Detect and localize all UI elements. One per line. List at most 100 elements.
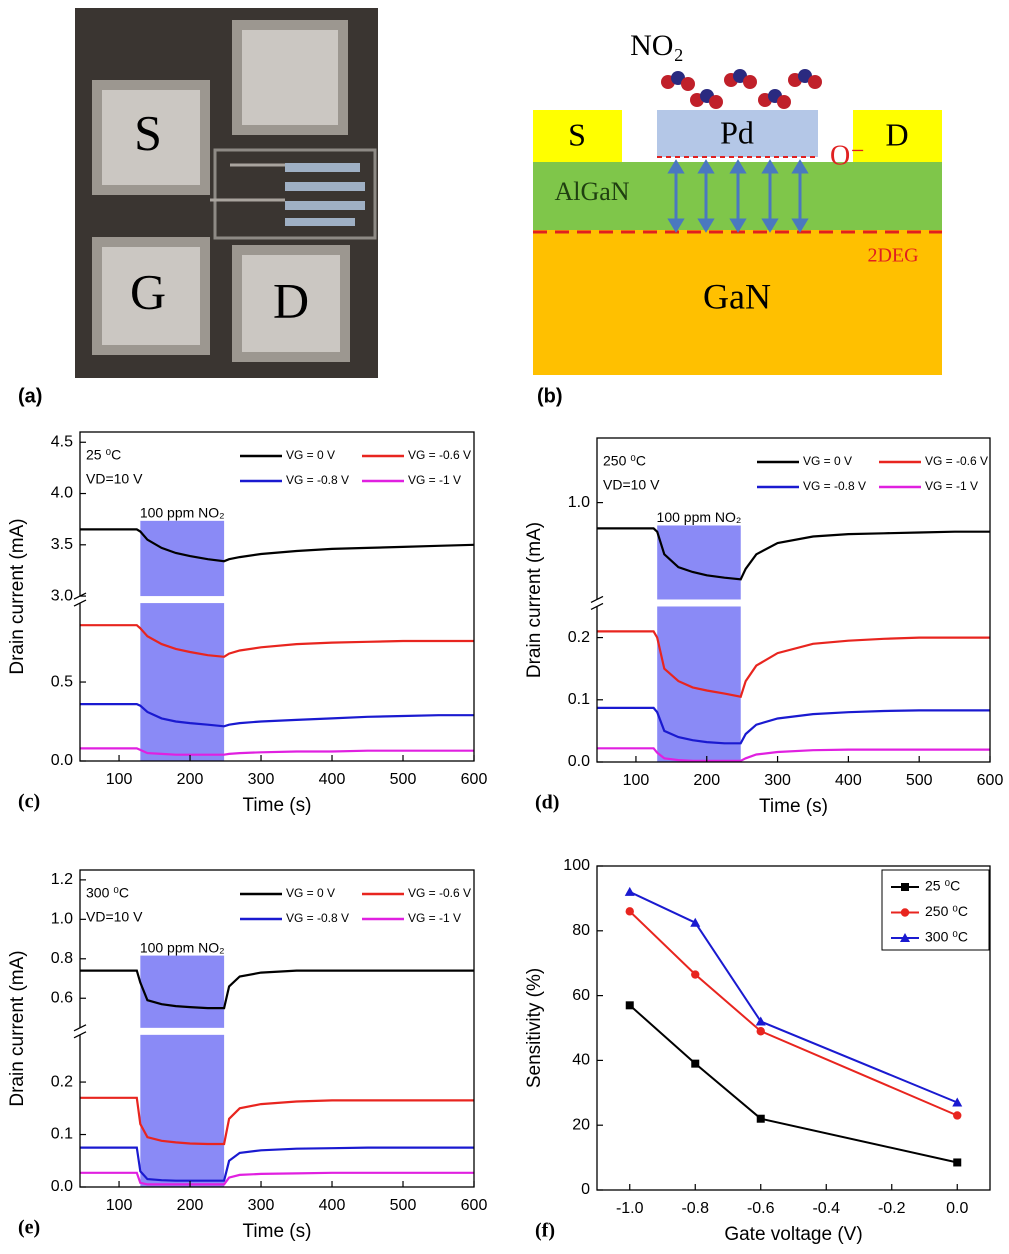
gan-layer <box>533 230 942 375</box>
y-tick-label: 0.1 <box>51 1126 73 1143</box>
y-tick-label: 0.5 <box>51 673 73 690</box>
y-tick-label: 100 <box>563 857 590 874</box>
legend-label: VG = 0 V <box>286 448 335 462</box>
pad <box>102 90 200 185</box>
series-line <box>629 890 958 1104</box>
series-line <box>80 528 475 563</box>
x-tick-label: 100 <box>106 771 133 788</box>
legend-label: VG = -0.8 V <box>286 473 349 487</box>
marker <box>953 1158 962 1167</box>
y-axis-label: Drain current (mA) <box>7 518 28 674</box>
y-tick-label: 0.8 <box>51 950 73 967</box>
x-tick-label: 600 <box>977 772 1004 789</box>
series-line <box>80 969 474 1010</box>
series-line <box>597 706 990 745</box>
x-tick-label: 400 <box>835 772 862 789</box>
x-tick-label: 0.0 <box>946 1200 968 1217</box>
x-axis-label: Time (s) <box>243 795 312 816</box>
exposure-label: 100 ppm NO₂ <box>657 509 742 525</box>
x-tick-label: 500 <box>390 1197 417 1214</box>
exposure-region <box>140 955 225 1187</box>
series-line <box>80 1171 474 1186</box>
ion-label: O⁻ <box>830 140 865 171</box>
series-line <box>597 527 990 581</box>
x-tick-label: 300 <box>248 771 275 788</box>
legend-label: 250 ⁰C <box>925 903 968 919</box>
x-tick-label: 200 <box>693 772 720 789</box>
series-line <box>80 703 474 728</box>
series-line <box>597 747 990 762</box>
legend-label: VG = 0 V <box>286 886 335 900</box>
source-label: S <box>568 116 586 152</box>
y-tick-label: 0.6 <box>51 989 73 1006</box>
sensor-schematic: NO₂ S Pd D O⁻ AlGaN 2DEG GaN <box>533 29 942 375</box>
annotation: VD=10 V <box>86 471 143 487</box>
no2-molecules <box>661 69 822 109</box>
legend-label: VG = 0 V <box>803 454 852 468</box>
y-tick-label: 4.5 <box>51 433 73 450</box>
y-axis-label: Sensitivity (%) <box>524 968 545 1088</box>
y-tick-label: 60 <box>572 987 590 1004</box>
y-tick-label: 3.5 <box>51 536 73 553</box>
drain-label: D <box>885 116 908 152</box>
x-tick-label: 300 <box>764 772 791 789</box>
series-line <box>80 624 474 658</box>
panel-tag: (d) <box>535 792 559 814</box>
series-line <box>80 1146 474 1182</box>
annotation: VD=10 V <box>603 477 660 493</box>
marker <box>900 933 910 942</box>
marker <box>625 907 634 916</box>
break-mark <box>73 1031 87 1039</box>
x-tick-label: 600 <box>461 771 488 788</box>
y-tick-label: 40 <box>572 1052 590 1069</box>
marker <box>691 1059 700 1068</box>
legend-label: VG = -0.8 V <box>803 479 866 493</box>
panel-tag: (f) <box>535 1220 555 1242</box>
marker <box>756 1114 765 1123</box>
gate-finger <box>285 163 360 172</box>
marker <box>691 970 700 979</box>
x-tick-label: -0.4 <box>812 1200 840 1217</box>
y-tick-label: 80 <box>572 922 590 939</box>
series-line <box>629 910 958 1117</box>
x-tick-label: -0.2 <box>878 1200 906 1217</box>
y-tick-label: 3.0 <box>51 587 73 604</box>
exposure-label: 100 ppm NO₂ <box>140 505 225 521</box>
device-photo: S G D <box>75 8 378 378</box>
legend-label: VG = -0.6 V <box>925 454 988 468</box>
gate-finger <box>285 182 365 191</box>
x-tick-label: 400 <box>319 1197 346 1214</box>
series-line <box>597 630 990 698</box>
y-axis-label: Drain current (mA) <box>524 522 545 678</box>
x-tick-label: 200 <box>177 1197 204 1214</box>
series-line <box>80 747 474 756</box>
field-arrows <box>667 159 809 233</box>
gas-label: NO₂ <box>630 29 684 62</box>
y-tick-label: 0.2 <box>568 629 590 646</box>
x-tick-label: 300 <box>248 1197 275 1214</box>
x-tick-label: -0.8 <box>681 1200 709 1217</box>
axis-break <box>78 596 82 604</box>
barrier-label: AlGaN <box>554 177 629 206</box>
marker <box>755 1016 766 1026</box>
axis-break <box>81 1027 473 1035</box>
y-tick-label: 0.2 <box>51 1073 73 1090</box>
legend-label: VG = -1 V <box>408 911 461 925</box>
y-tick-label: 0 <box>581 1181 590 1198</box>
plot-frame <box>596 865 991 1191</box>
x-tick-label: 500 <box>906 772 933 789</box>
gate-finger <box>285 201 365 210</box>
marker <box>625 1001 634 1010</box>
x-tick-label: 100 <box>623 772 650 789</box>
y-tick-label: 20 <box>572 1116 590 1133</box>
legend-label: 300 ⁰C <box>925 929 968 945</box>
y-tick-label: 4.0 <box>51 485 73 502</box>
legend-label: VG = -0.6 V <box>408 886 471 900</box>
break-mark <box>73 1024 87 1032</box>
x-tick-label: 100 <box>106 1197 133 1214</box>
break-mark <box>590 602 604 611</box>
marker <box>953 1111 962 1120</box>
panel-tag: (a) <box>18 385 42 407</box>
series-line <box>629 1004 958 1164</box>
